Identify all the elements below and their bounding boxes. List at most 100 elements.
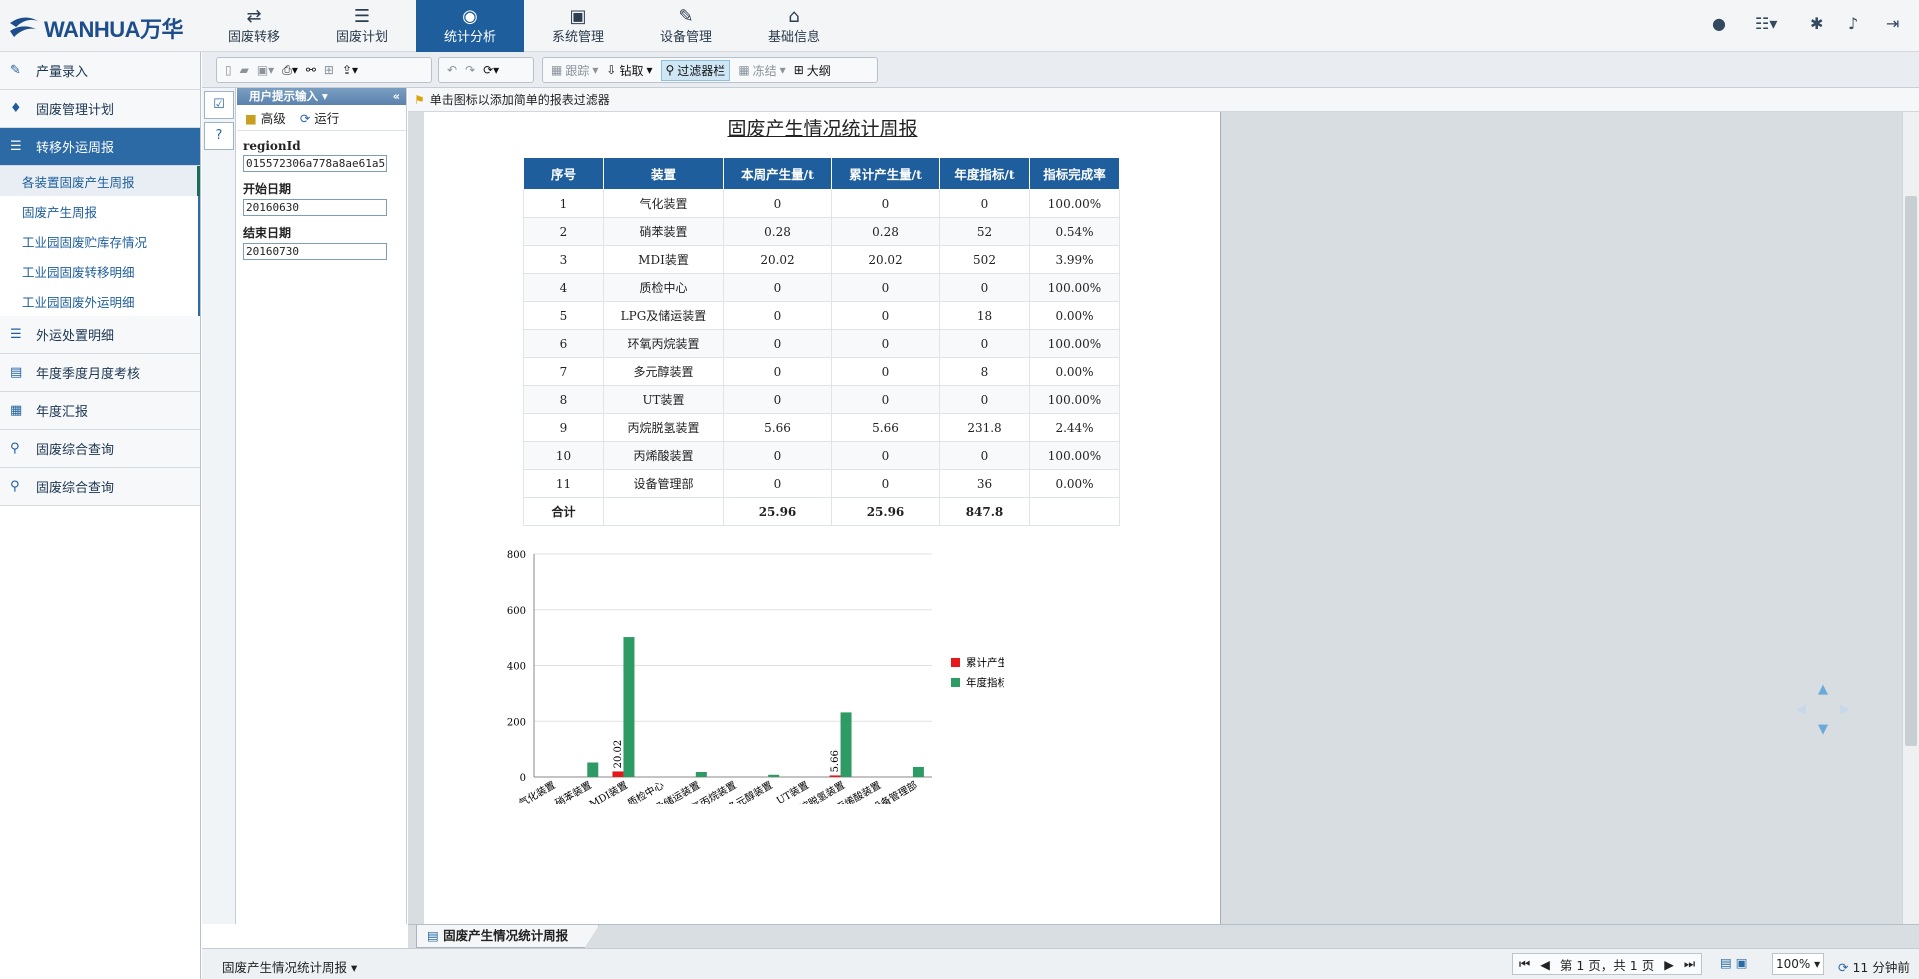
bell-icon[interactable]: ♪ bbox=[1848, 14, 1859, 33]
sidebar-item-icon: ✎ bbox=[10, 63, 21, 78]
redo-icon[interactable]: ↷ bbox=[465, 63, 476, 77]
sidebar-item-4[interactable]: ▤ 年度季度月度考核 bbox=[0, 354, 200, 392]
table-cell: 0.54% bbox=[1029, 217, 1120, 246]
param-input[interactable]: 20160630 bbox=[243, 199, 387, 216]
filter-bar[interactable]: ⚑ 单击图标以添加简单的报表过滤器 bbox=[408, 88, 1919, 112]
sidebar-subitem-0[interactable]: 各装置固废产生周报 bbox=[0, 166, 200, 196]
new-icon[interactable]: ▯ bbox=[225, 63, 232, 77]
gear-icon[interactable]: ✱ bbox=[1810, 14, 1824, 33]
next-page-icon[interactable]: ▶ bbox=[1664, 956, 1674, 972]
nav-tab-4[interactable]: ✎ 设备管理 bbox=[632, 0, 740, 52]
vertical-scrollbar[interactable] bbox=[1902, 112, 1919, 924]
elapsed-time: ⟳ 11 分钟前 bbox=[1838, 957, 1910, 976]
nav-tab-label: 固废计划 bbox=[335, 30, 388, 45]
nav-tab-3[interactable]: ▣ 系统管理 bbox=[524, 0, 632, 52]
column-header: 序号 bbox=[523, 157, 604, 190]
x-tick-label: 硝苯装置 bbox=[553, 778, 594, 804]
nav-tab-2[interactable]: ◉ 统计分析 bbox=[416, 0, 524, 52]
prev-page-icon[interactable]: ◀ bbox=[1540, 956, 1550, 972]
sidebar-item-1[interactable]: ♦ 固废管理计划 bbox=[0, 90, 200, 128]
elapsed-label: 11 分钟前 bbox=[1852, 960, 1910, 975]
refresh-icon[interactable]: ⟳▾ bbox=[483, 63, 500, 77]
collapse-icon[interactable]: « bbox=[392, 89, 400, 103]
table-cell: 0.00% bbox=[1029, 469, 1120, 498]
table-cell: 5.66 bbox=[723, 413, 832, 442]
trace-button[interactable]: ▦ 跟踪 ▾ bbox=[551, 63, 599, 78]
filter-add-icon[interactable]: ⚑ bbox=[414, 92, 425, 107]
outline-label: 大纲 bbox=[806, 63, 831, 78]
sidebar-item-6[interactable]: ⚲ 固废综合查询 bbox=[0, 430, 200, 468]
filter-hint: 单击图标以添加简单的报表过滤器 bbox=[429, 93, 610, 107]
export-icon[interactable]: ⇪▾ bbox=[341, 63, 359, 77]
wanhua-logo[interactable]: WANHUA万华 bbox=[8, 12, 184, 44]
drill-button[interactable]: ⇩ 钻取 ▾ bbox=[606, 63, 653, 78]
table-header-row: 序号 装置 本周产生量/t 累计产生量/t 年度指标/t 指标完成率 bbox=[523, 157, 1120, 190]
nav-tab-0[interactable]: ⇄ 固废转移 bbox=[200, 0, 308, 52]
legend-label: 年度指标/t bbox=[966, 676, 1004, 689]
table-cell: 0 bbox=[831, 469, 940, 498]
nav-left-arrow-icon[interactable]: ◀ bbox=[1796, 702, 1806, 717]
help-tab-icon[interactable]: ? bbox=[204, 122, 234, 150]
table-cell: 847.8 bbox=[939, 497, 1030, 526]
scrollbar-thumb[interactable] bbox=[1905, 196, 1917, 746]
y-tick-label: 600 bbox=[507, 606, 526, 617]
open-icon[interactable]: ▰ bbox=[239, 63, 249, 77]
zoom-select[interactable]: 100% ▾ bbox=[1772, 953, 1824, 975]
nav-tab-5[interactable]: ⌂ 基础信息 bbox=[740, 0, 848, 52]
table-cell: 4 bbox=[523, 273, 604, 302]
find-icon[interactable]: ⚯ bbox=[305, 63, 316, 77]
table-cell: 硝苯装置 bbox=[603, 217, 724, 246]
print-icon[interactable]: ⎙▾ bbox=[282, 62, 298, 77]
nav-down-arrow-icon[interactable]: ▼ bbox=[1818, 722, 1828, 737]
table-total-row: 合计 25.96 25.96 847.8 bbox=[523, 497, 1120, 526]
refresh-status-icon: ⟳ bbox=[1838, 960, 1849, 975]
column-header: 指标完成率 bbox=[1029, 157, 1120, 190]
last-page-icon[interactable]: ⏭ bbox=[1683, 956, 1696, 971]
freeze-button[interactable]: ▦ 冻结 ▾ bbox=[738, 63, 786, 78]
report-name-dropdown[interactable]: 固废产生情况统计周报 ▾ bbox=[222, 960, 358, 975]
logout-icon[interactable]: ⇥ bbox=[1886, 14, 1900, 33]
user-icon[interactable]: ● bbox=[1712, 14, 1726, 33]
server-icon: ☰ bbox=[353, 6, 371, 27]
sidebar-item-3[interactable]: ☰ 外运处置明细 bbox=[0, 316, 200, 354]
sidebar-item-0[interactable]: ✎ 产量录入 bbox=[0, 52, 200, 90]
outline-button[interactable]: ⊞ 大纲 bbox=[793, 63, 831, 78]
param-input[interactable]: 20160730 bbox=[243, 243, 387, 260]
sidebar-subitem-2[interactable]: 工业园固废贮库存情况 bbox=[0, 226, 200, 256]
preview-icon[interactable]: ⊞ bbox=[323, 63, 334, 77]
sidebar-subitem-4[interactable]: 工业园固废外运明细 bbox=[0, 286, 200, 316]
sidebar-subitem-3[interactable]: 工业园固废转移明细 bbox=[0, 256, 200, 286]
prompt-header-label: 用户提示输入 bbox=[249, 89, 318, 103]
table-cell: 0.00% bbox=[1029, 357, 1120, 386]
table-cell: 0 bbox=[723, 469, 832, 498]
y-tick-label: 0 bbox=[520, 773, 526, 784]
nav-tab-label: 固废转移 bbox=[227, 30, 280, 45]
bar-chart: 0200400600800气化装置硝苯装置MDI装置质检中心LPG及储运装置环氧… bbox=[507, 550, 1004, 804]
table-cell: 0 bbox=[939, 273, 1030, 302]
sidebar-item-label: 年度汇报 bbox=[36, 405, 89, 420]
sidebar-subitem-1[interactable]: 固废产生周报 bbox=[0, 196, 200, 226]
nav-tab-1[interactable]: ☰ 固废计划 bbox=[308, 0, 416, 52]
sidebar-item-icon: ☰ bbox=[10, 327, 22, 342]
freeze-label: 冻结 bbox=[752, 63, 777, 78]
sidebar-item-2[interactable]: ☰ 转移外运周报 bbox=[0, 128, 200, 166]
save-icon[interactable]: ▣▾ bbox=[256, 63, 275, 77]
filterbar-button[interactable]: ⚲ 过滤器栏 bbox=[660, 59, 731, 81]
param-input[interactable]: 015572306a778a8ae61a5 bbox=[243, 155, 387, 172]
undo-icon[interactable]: ↶ bbox=[447, 63, 458, 77]
table-row: 8 UT装置 0 0 0 100.00% bbox=[523, 385, 1120, 414]
report-tab[interactable]: ▤ 固废产生情况统计周报 bbox=[416, 925, 600, 948]
run-button[interactable]: ⟳ 运行 bbox=[300, 108, 339, 127]
sidebar-item-5[interactable]: ▦ 年度汇报 bbox=[0, 392, 200, 430]
list-menu-icon[interactable]: ☷▾ bbox=[1755, 14, 1778, 33]
table-cell: 18 bbox=[939, 301, 1030, 330]
table-cell: UT装置 bbox=[603, 385, 724, 414]
table-cell: 100.00% bbox=[1029, 189, 1120, 218]
advanced-button[interactable]: ■ 高级 bbox=[245, 108, 286, 127]
first-page-icon[interactable]: ⏮ bbox=[1519, 956, 1531, 971]
nav-right-arrow-icon[interactable]: ▶ bbox=[1840, 702, 1850, 717]
sidebar-item-7[interactable]: ⚲ 固废综合查询 bbox=[0, 468, 200, 506]
nav-up-arrow-icon[interactable]: ▲ bbox=[1818, 682, 1828, 697]
page-layout-icon[interactable]: ▤ ▣ bbox=[1720, 955, 1748, 970]
prompt-tab-icon[interactable]: ☑ bbox=[204, 91, 234, 119]
